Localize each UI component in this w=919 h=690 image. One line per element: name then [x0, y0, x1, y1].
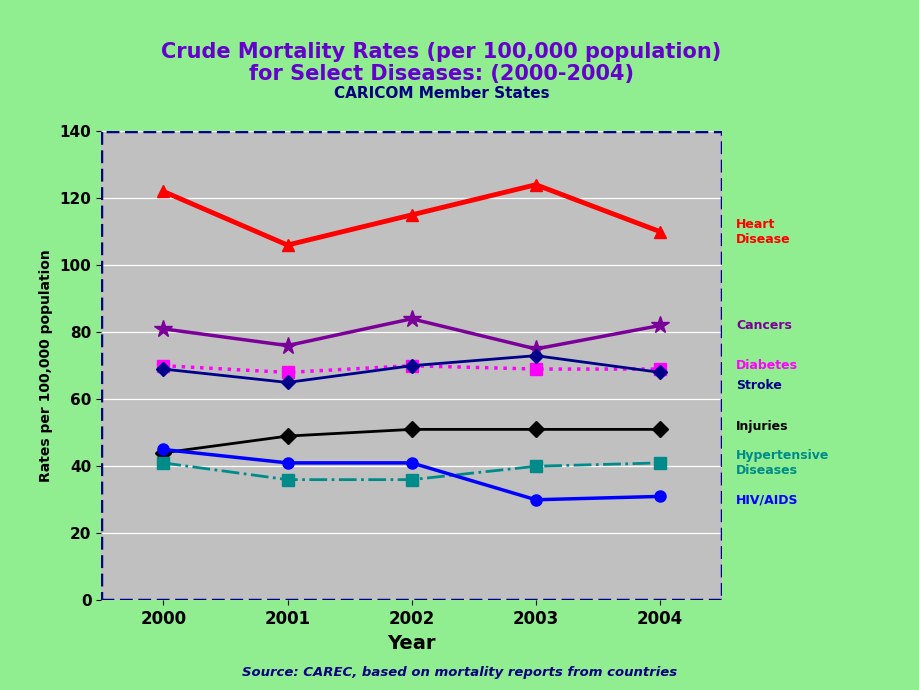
Text: Diabetes: Diabetes: [735, 359, 797, 372]
Text: Heart
Disease: Heart Disease: [735, 217, 789, 246]
Text: Hypertensive
Diseases: Hypertensive Diseases: [735, 449, 828, 477]
Text: Stroke: Stroke: [735, 380, 781, 393]
Text: for Select Diseases: (2000-2004): for Select Diseases: (2000-2004): [249, 64, 633, 83]
Y-axis label: Rates per 100,000 population: Rates per 100,000 population: [39, 249, 52, 482]
Text: Crude Mortality Rates (per 100,000 population): Crude Mortality Rates (per 100,000 popul…: [162, 42, 720, 61]
Text: Cancers: Cancers: [735, 319, 791, 332]
Text: HIV/AIDS: HIV/AIDS: [735, 493, 798, 506]
Text: Source: CAREC, based on mortality reports from countries: Source: CAREC, based on mortality report…: [243, 667, 676, 679]
X-axis label: Year: Year: [387, 633, 436, 653]
Text: Injuries: Injuries: [735, 420, 788, 433]
Text: CARICOM Member States: CARICOM Member States: [334, 86, 549, 101]
